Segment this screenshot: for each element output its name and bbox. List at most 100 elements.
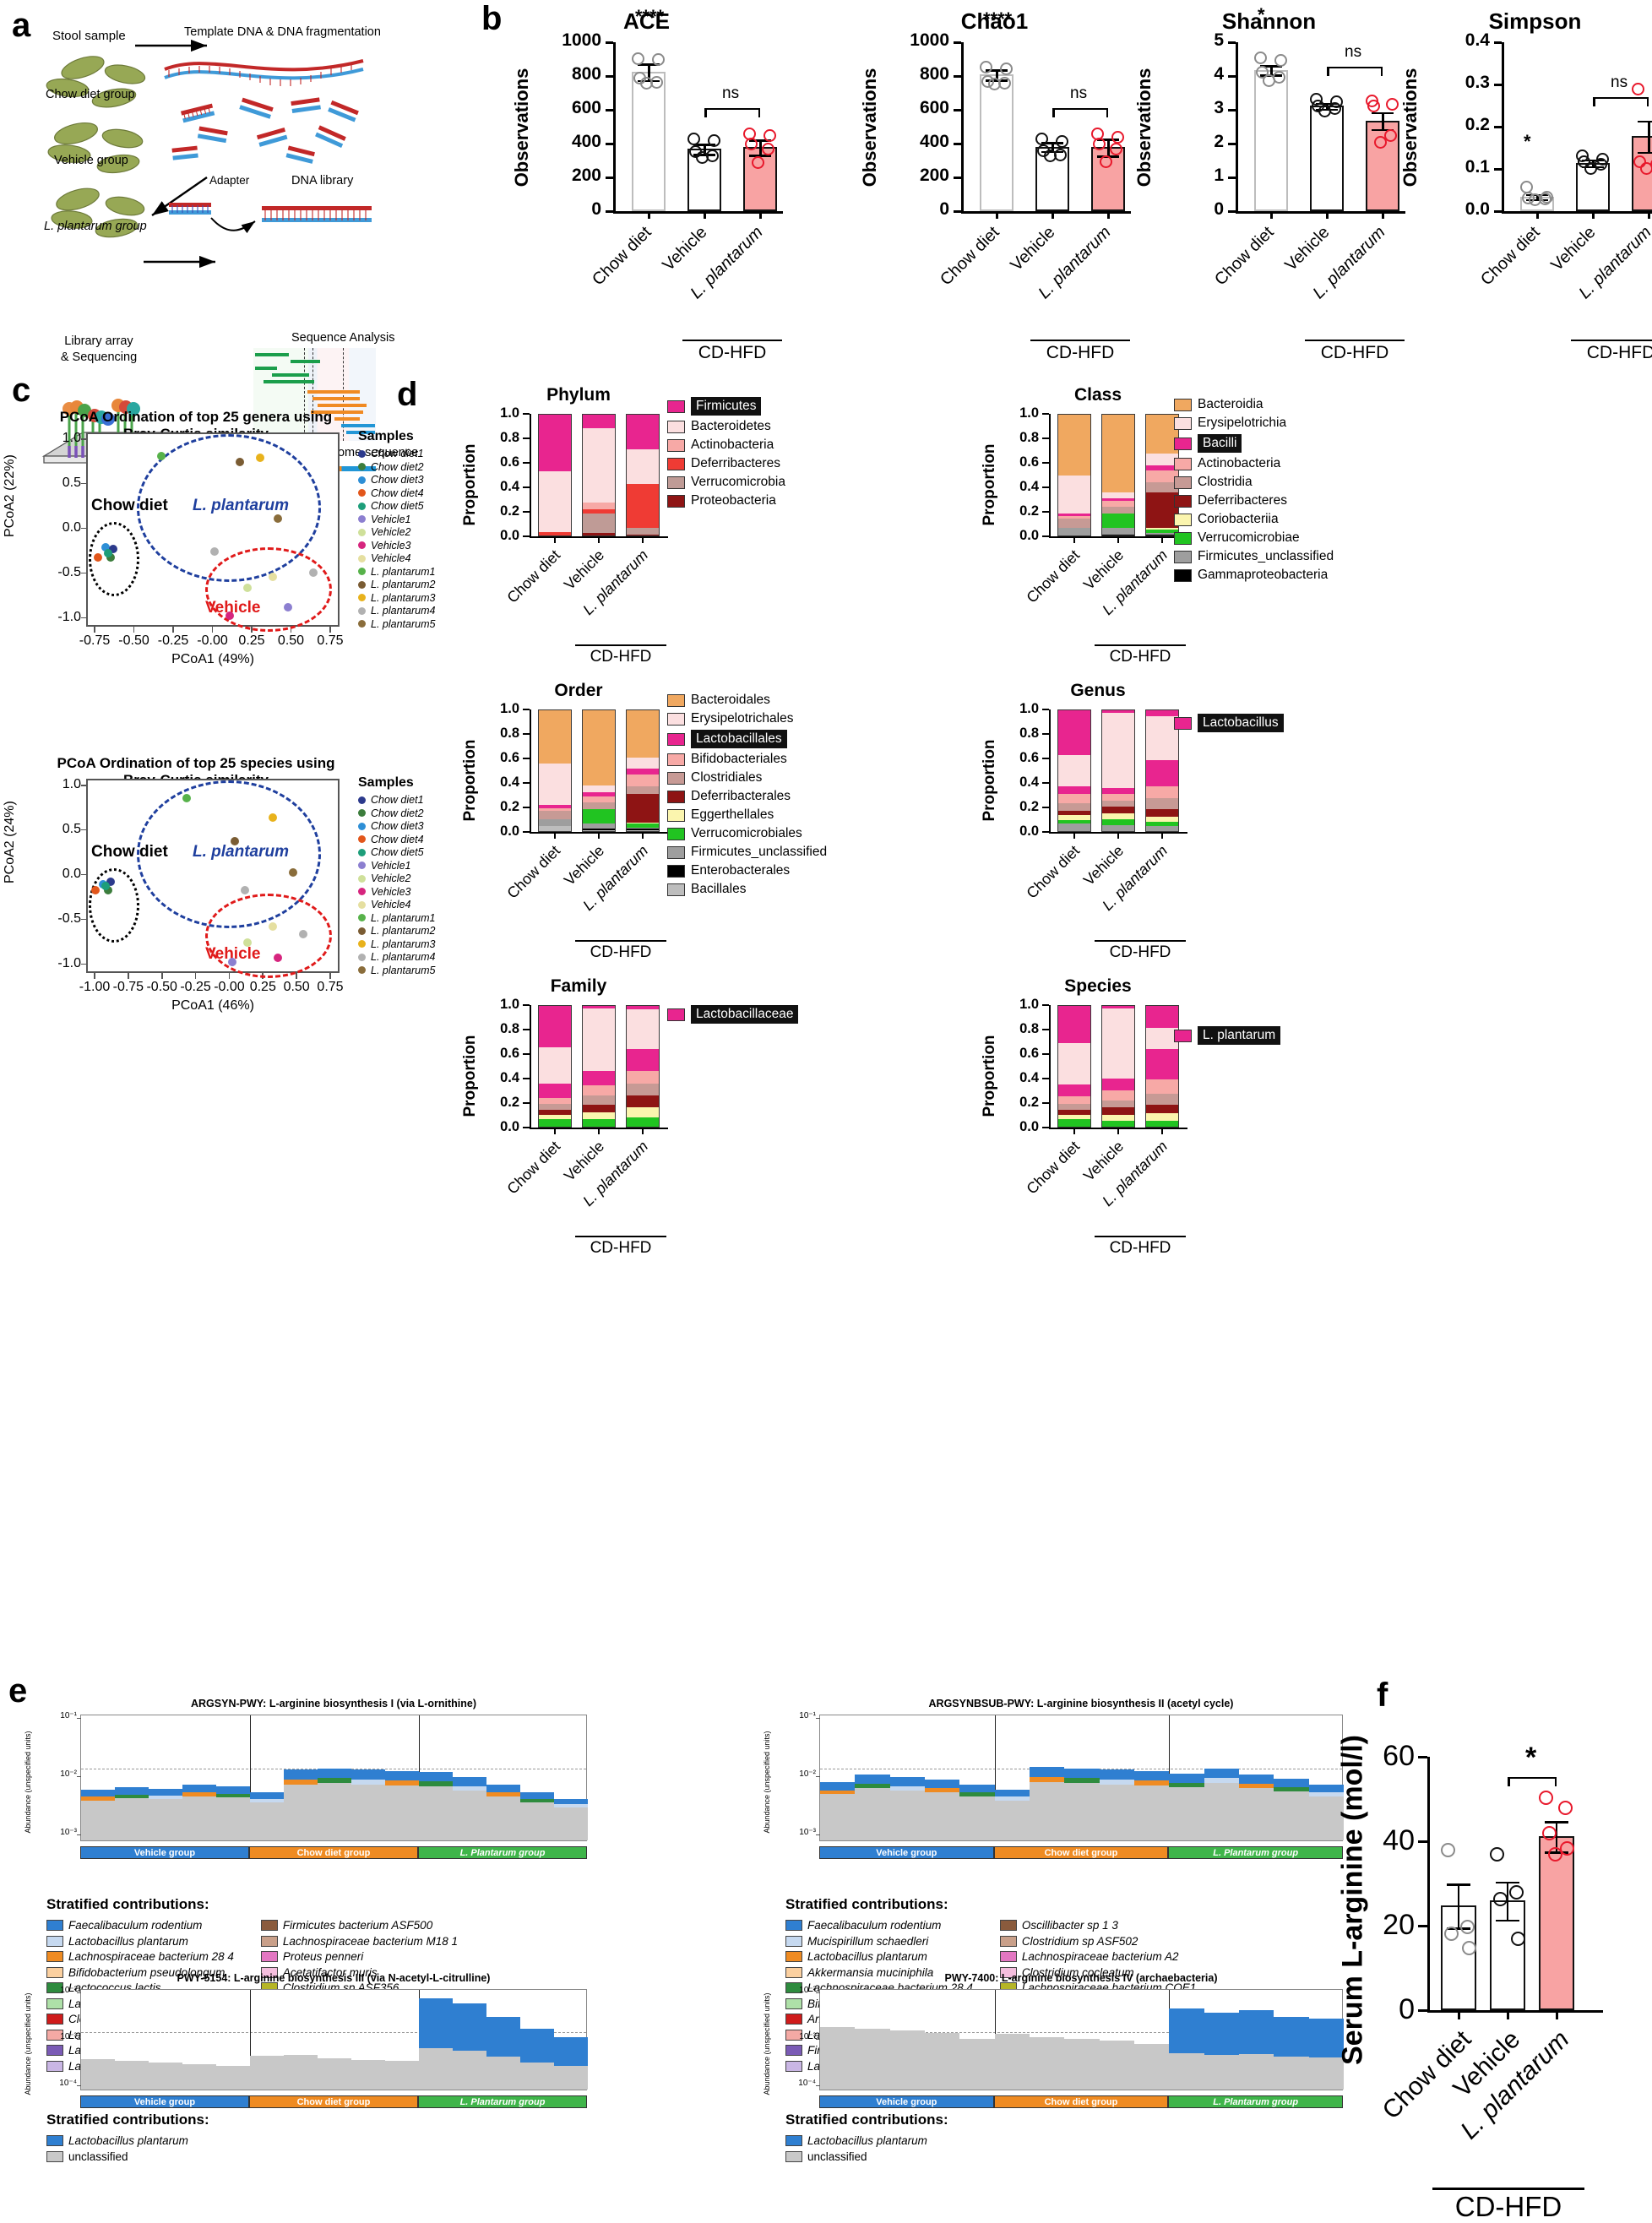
legend-label: Clostridiales — [691, 770, 763, 785]
pathway-bar-top-segment — [1099, 1769, 1134, 1780]
stack-segment — [1102, 514, 1134, 529]
vehicle-cluster-ellipse — [205, 546, 332, 632]
stack-segment — [1058, 516, 1090, 519]
pathway-bar-segment — [1308, 1792, 1344, 1796]
y-axis-title: Observations — [1399, 68, 1421, 188]
legend-swatch — [667, 771, 685, 785]
stack-segment — [1058, 518, 1090, 529]
pcoa-legend-item: Vehicle2 — [358, 872, 476, 884]
legend-label: Firmicutes_unclassified — [691, 845, 828, 859]
y-tick-label: 400 — [571, 132, 601, 151]
panel-a-lp-group-label: L. plantarum group — [44, 220, 147, 233]
chow-cluster-ellipse — [89, 521, 139, 596]
legend-label: Lactobacillaceae — [691, 1005, 799, 1024]
legend-swatch — [1174, 513, 1192, 526]
y-tickmark — [1042, 1127, 1049, 1128]
pcoa-legend-item: Chow diet5 — [358, 500, 476, 512]
adapter-ligation-illustration — [169, 203, 372, 234]
y-axis — [530, 414, 531, 537]
stack-segment — [1058, 820, 1090, 824]
panel-a-library-array-label: Library array & Sequencing — [60, 334, 138, 364]
data-point — [1374, 136, 1387, 149]
y-tick-label: 0.8 — [500, 430, 519, 445]
group-bar-2: L. Plantarum group — [1168, 2095, 1343, 2108]
x-tick — [1326, 211, 1329, 219]
pcoa-group-label-lp: L. plantarum — [193, 496, 290, 514]
legend-item: Bacteroidia — [1174, 397, 1334, 412]
pcoa-legend-swatch — [358, 861, 366, 869]
pathway-bar — [994, 1790, 1030, 1840]
pathway-legend-item: unclassified — [785, 2150, 927, 2163]
y-tick-label: 0.2 — [1019, 799, 1039, 814]
pathway-legend-item: Lactobacillus plantarum — [785, 2134, 927, 2147]
pathway-bar — [250, 1792, 284, 1840]
data-point — [1256, 66, 1269, 79]
stacked-chart-class: Class 0.0 0.2 0.4 0.6 0.8 1.0 Proportion Chow di… — [981, 385, 1250, 667]
pcoa-chart-1: PCoA Ordination of top 25 genera using B… — [3, 409, 435, 752]
stack-segment — [1058, 528, 1090, 535]
pathway-bar-top-segment — [1239, 1775, 1274, 1784]
pcoa-x-tickmark — [128, 973, 129, 979]
pcoa-y-tickmark — [81, 482, 87, 485]
legend-item: Deferribacteres — [1174, 493, 1334, 508]
group-divider-1 — [250, 1990, 251, 2090]
data-point — [708, 134, 720, 147]
pathway-legend-item: Proteus penneri — [260, 1950, 458, 1963]
stack-segment — [1058, 803, 1090, 811]
pcoa-legend-title: Samples — [358, 775, 414, 790]
legend-item: Deferribacterales — [667, 789, 827, 804]
pcoa-x-tickmark — [94, 627, 95, 633]
x-label-l--plantarum: L. plantarum — [1309, 223, 1389, 303]
stack-segment — [1102, 1107, 1134, 1115]
legend-label: Verrucomicrobiales — [691, 826, 802, 840]
pathway-legend-item: Mucispirillum schaedleri — [785, 1935, 973, 1948]
y-tick-label: 20 — [1383, 1909, 1415, 1941]
pcoa-legend-item: Vehicle3 — [358, 540, 476, 552]
pathway-legend-swatch — [260, 1920, 278, 1931]
error-bar — [1107, 139, 1110, 155]
y-tickmark — [523, 782, 530, 784]
pcoa-y-tickmark — [81, 785, 87, 786]
pathway-bar — [520, 1792, 554, 1840]
pathway-y-tickmark — [77, 1834, 81, 1835]
x-axis — [1502, 211, 1652, 214]
y-tickmark — [523, 807, 530, 808]
pcoa-x-tickmark — [172, 627, 174, 633]
y-tickmark — [1042, 733, 1049, 735]
stack-segment — [1058, 1096, 1090, 1104]
legend-swatch — [1174, 437, 1192, 450]
data-point — [652, 53, 665, 66]
pathway-bar — [959, 1785, 995, 1840]
group-bar-label: Vehicle group — [133, 1848, 196, 1858]
group-bar-0: Vehicle group — [819, 1846, 994, 1859]
panel-letter-c: c — [12, 372, 31, 409]
serum-cd-hfd-line — [1432, 2188, 1584, 2190]
stacked-bar-chow-diet — [1057, 709, 1091, 832]
stack-segment — [1146, 821, 1178, 827]
pathway-bar-segment — [284, 1779, 318, 1785]
pathway-bar-segment — [925, 1788, 960, 1793]
pcoa-legend-label: Vehicle1 — [371, 513, 411, 525]
pcoa-y-tick: 0.5 — [62, 821, 81, 836]
error-cap-top — [986, 69, 1008, 72]
pathway-legend-swatch — [46, 1997, 63, 2009]
legend-order: Bacteroidales Erysipelotrichales Lactobaci… — [667, 693, 827, 900]
pcoa-point-lp — [157, 452, 166, 460]
pathway-bar — [1169, 1773, 1204, 1840]
stack-segment — [627, 483, 659, 529]
stack-segment — [539, 810, 571, 819]
pathway-legend-item: Lachnospiraceae bacterium 28 4 — [46, 1950, 234, 1963]
stacked-title-genus: Genus — [1070, 681, 1126, 700]
pcoa-legend-label: Chow diet4 — [371, 833, 424, 845]
pathway-bar-top-segment — [385, 1770, 419, 1781]
pathway-y-tickmark — [816, 1718, 820, 1719]
data-point — [696, 151, 709, 165]
pcoa-y-tick: -1.0 — [57, 609, 81, 624]
pathway-legend-swatch — [999, 1920, 1017, 1931]
pathway-bar — [486, 1785, 520, 1840]
pcoa-x-tick: 0.25 — [249, 980, 276, 994]
significance-marker: * — [1524, 130, 1531, 152]
pathway-bar-top-segment — [81, 1790, 115, 1797]
pcoa-legend-item: Chow diet3 — [358, 474, 476, 486]
chow-cluster-ellipse — [89, 867, 139, 943]
